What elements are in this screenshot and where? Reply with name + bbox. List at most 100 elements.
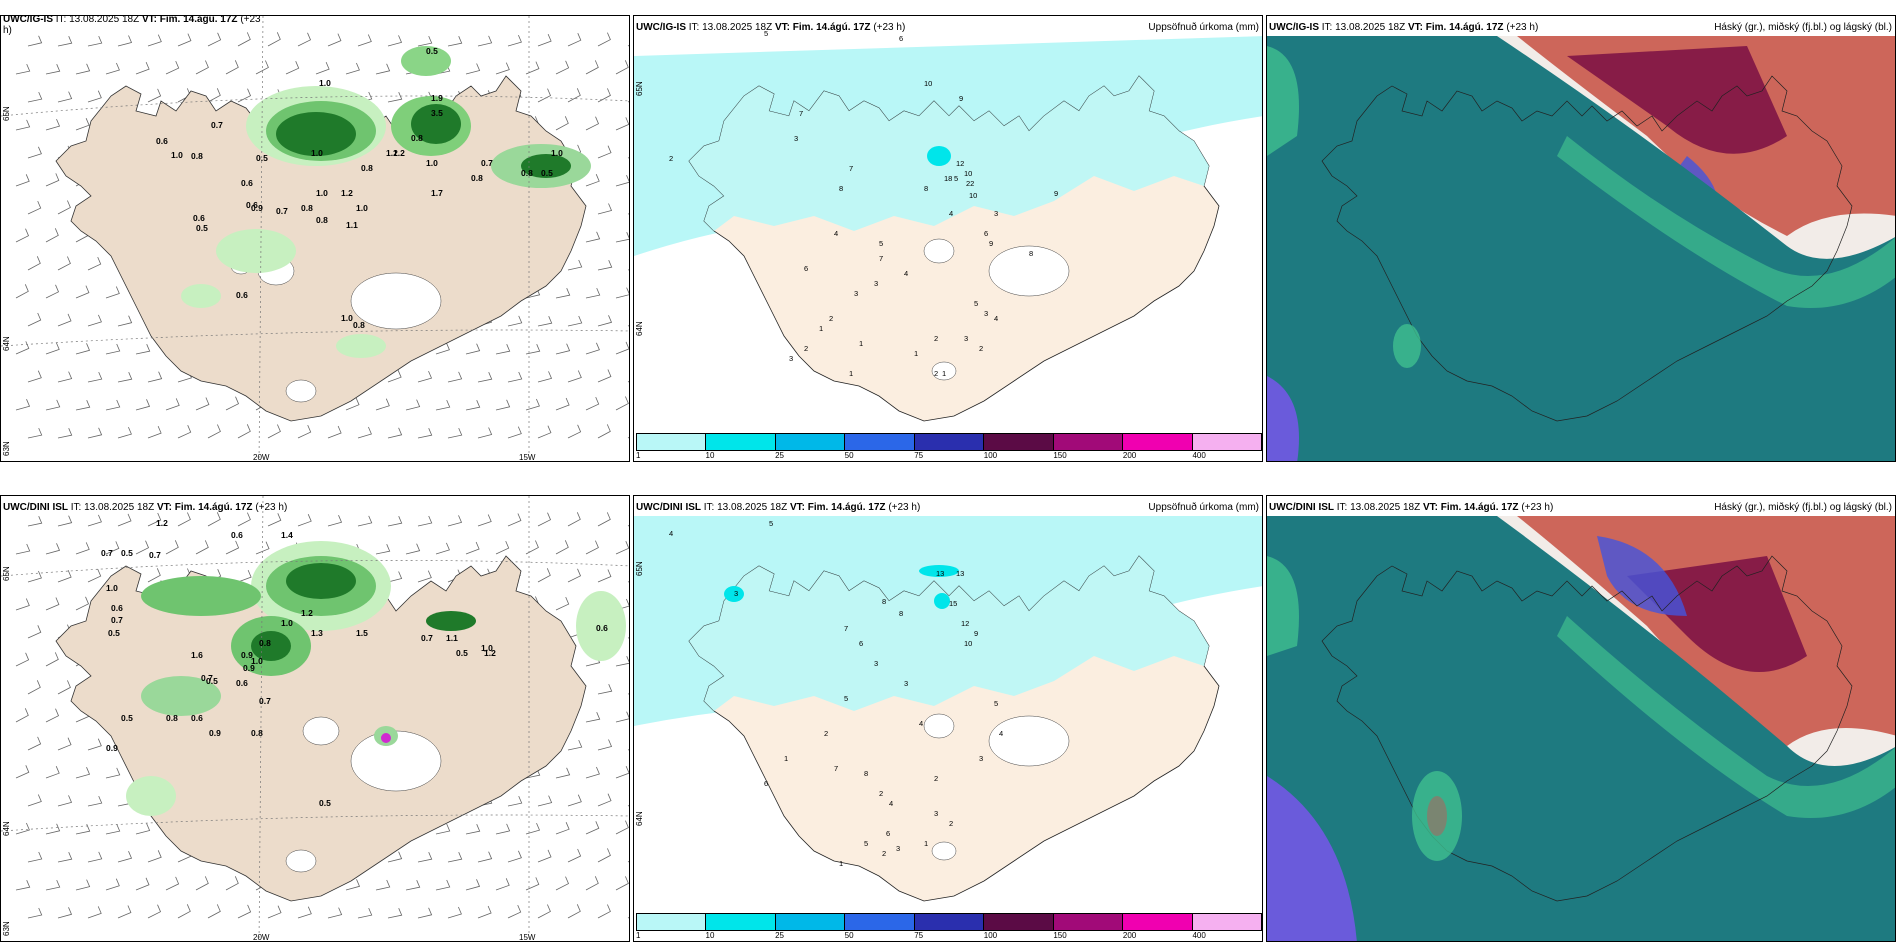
precip-value-label: 6	[764, 779, 768, 788]
colorbar-ticks: 1 10 25 50 75 100 150 200 400	[636, 931, 1262, 941]
precip-value-label: 1	[839, 859, 843, 868]
precip-value-label: 4	[889, 799, 893, 808]
wind-barb	[285, 61, 300, 75]
precip-value-label: 5	[994, 699, 998, 708]
wind-barb	[147, 34, 162, 47]
low-cloud-purple-corner	[1267, 376, 1299, 461]
wind-barb	[297, 906, 312, 919]
wind-barb	[627, 581, 629, 583]
wind-barb	[135, 823, 151, 835]
colorbar-segment	[1192, 914, 1261, 930]
wind-barb	[15, 822, 30, 835]
precip-value-label: 9	[1054, 189, 1058, 198]
colorbar-segment	[775, 434, 846, 450]
wind-barb	[525, 398, 540, 411]
wind-barb	[627, 637, 629, 639]
wind-barb	[435, 823, 451, 835]
wind-barb	[537, 371, 553, 383]
wind-barb	[357, 34, 372, 47]
precip-value-label: 0.8	[353, 320, 365, 330]
precip-value-label: 4	[904, 269, 908, 278]
precip-value-label: 0.6	[246, 200, 258, 210]
panel-right-title: Háský (gr.), miðský (fj.bl.) og lágský (…	[1714, 22, 1892, 33]
precip-value-label: 3	[896, 844, 900, 853]
wind-barb	[627, 749, 629, 751]
wind-barb	[555, 60, 570, 75]
wind-barb	[177, 425, 192, 439]
colorbar-tick-label: 10	[705, 451, 715, 460]
precip-value-label: 1.2	[484, 648, 496, 658]
wind-barb	[87, 314, 102, 327]
precip-value-label: 8	[899, 609, 903, 618]
wind-barb	[555, 876, 570, 891]
wind-barb	[615, 341, 629, 355]
panel-igis-clouds: UWC/IG-IS IT: 13.08.2025 18Z VT: Fim. 14…	[1266, 15, 1896, 462]
wind-barb	[225, 540, 240, 555]
precip-value-label: 1.0	[319, 78, 331, 88]
precip-value-label: 0.6	[596, 623, 608, 633]
wind-barb	[27, 91, 43, 103]
precip-value-label: 2	[979, 344, 983, 353]
wind-barb	[567, 568, 582, 583]
precip-value-label: 13	[956, 569, 964, 578]
wind-barb	[75, 118, 90, 131]
wind-barb	[15, 543, 31, 555]
wind-barb	[477, 905, 492, 919]
precip-value-label: 1.0	[551, 148, 563, 158]
wind-barb	[417, 515, 433, 527]
colorbar-tick-label: 25	[775, 931, 785, 940]
wind-barb	[177, 33, 192, 47]
wind-barb	[225, 60, 239, 75]
colorbar	[636, 433, 1262, 451]
wind-barb	[615, 820, 629, 835]
wind-barb	[405, 399, 421, 411]
wind-barb	[195, 540, 209, 555]
wind-barb	[207, 904, 221, 919]
wind-barb	[177, 512, 191, 527]
panel-right-title: Uppsöfnuð úrkoma (mm)	[1148, 502, 1259, 513]
precip-value-label: 0.7	[111, 615, 123, 625]
wind-barb	[45, 173, 60, 187]
precip-value-label: 4	[834, 229, 838, 238]
lat-label-64: 64N	[635, 321, 644, 336]
precip-value-label: 0.5	[456, 648, 468, 658]
precip-value-label: 0.7	[276, 206, 288, 216]
wind-barb	[207, 32, 222, 47]
precip-value-label: 2	[934, 334, 938, 343]
precip-value-label: 1.5	[356, 628, 368, 638]
colorbar-segment	[845, 434, 915, 450]
wind-barb	[27, 736, 42, 751]
wind-barb	[15, 652, 30, 667]
mid-cloud-purple	[1567, 46, 1787, 154]
glaciers	[923, 713, 1070, 861]
precip-value-label: 15	[949, 599, 957, 608]
map-wind-precip: 65N 64N 63N 20W 15W 1.20.60.7 0.5 0.71.01.…	[1, 496, 629, 941]
precip-value-label: 2	[934, 369, 938, 378]
colorbar-segment	[984, 914, 1054, 930]
wind-barb	[297, 32, 312, 47]
wind-barb	[147, 568, 161, 583]
wind-barb	[555, 343, 571, 355]
wind-barb	[117, 372, 133, 383]
precip-value-label: 6	[804, 264, 808, 273]
precip-value-label: 0.8	[521, 168, 533, 178]
wind-barb	[495, 344, 511, 355]
colorbar-tick-label: 1	[636, 451, 641, 460]
wind-barb	[387, 908, 403, 919]
wind-barb	[147, 371, 163, 383]
precip-value-label: 2	[829, 314, 833, 323]
wind-barb	[435, 542, 450, 555]
wind-barb	[27, 35, 43, 47]
lat-label-63: 63N	[2, 441, 11, 456]
wind-barb	[597, 569, 612, 583]
wind-barb	[45, 652, 59, 667]
wind-barb	[27, 625, 42, 639]
wind-barb	[597, 793, 612, 807]
precip-value-label: 1	[819, 324, 823, 333]
precip-value-label: 10	[964, 639, 972, 648]
wind-barb	[87, 427, 103, 439]
wind-barb	[495, 878, 510, 891]
lat-label-63: 63N	[2, 921, 11, 936]
colorbar-tick-label: 1	[636, 931, 641, 940]
wind-barb	[27, 794, 42, 807]
